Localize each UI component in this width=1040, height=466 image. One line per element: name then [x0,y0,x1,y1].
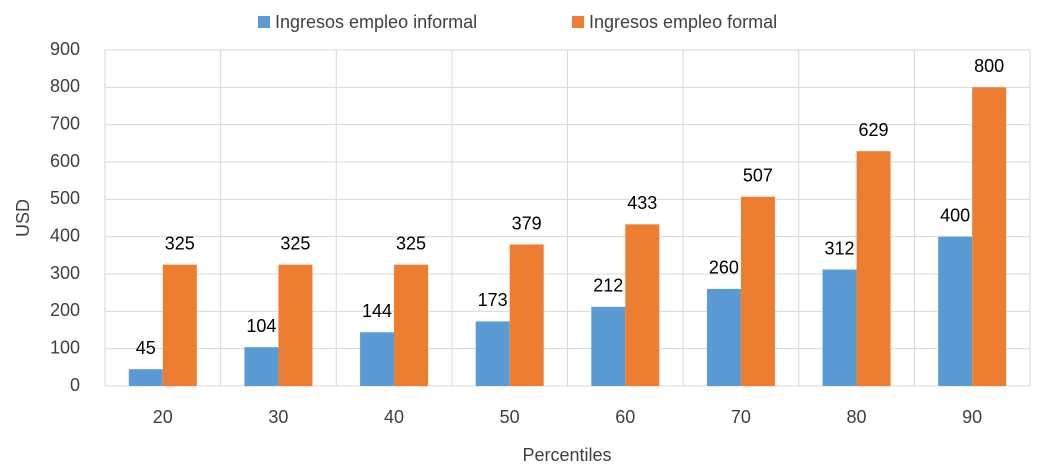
y-tick-label: 700 [50,113,80,133]
x-tick-label: 90 [962,407,982,427]
y-tick-label: 800 [50,76,80,96]
bar [591,306,626,386]
data-label: 629 [859,120,889,140]
data-label: 400 [940,205,970,225]
data-label: 325 [165,233,195,253]
bar [740,196,775,386]
bar [475,321,510,386]
data-label: 104 [246,316,276,336]
bar [509,244,544,386]
bar [706,288,741,386]
data-label: 433 [627,193,657,213]
bar [162,264,197,386]
bar [625,224,660,386]
x-tick-label: 60 [615,407,635,427]
legend-label: Ingresos empleo formal [589,12,777,32]
bar [972,87,1007,386]
x-tick-label: 20 [153,407,173,427]
data-label: 260 [709,258,739,278]
bar [278,264,313,386]
data-label: 173 [478,290,508,310]
bar [244,347,279,386]
bar [394,264,429,386]
bar [938,236,973,386]
x-tick-label: 30 [268,407,288,427]
y-tick-label: 200 [50,300,80,320]
data-label: 144 [362,301,392,321]
data-label: 507 [743,165,773,185]
y-tick-label: 500 [50,188,80,208]
data-label: 212 [593,276,623,296]
y-tick-label: 100 [50,337,80,357]
x-tick-label: 40 [384,407,404,427]
y-tick-label: 0 [70,375,80,395]
x-tick-label: 70 [731,407,751,427]
x-axis-label: Percentiles [522,445,611,465]
y-tick-label: 900 [50,39,80,59]
bar [360,332,395,386]
bar [856,151,891,386]
data-label: 45 [136,338,156,358]
y-tick-label: 400 [50,225,80,245]
data-label: 325 [280,233,310,253]
data-label: 379 [512,213,542,233]
x-tick-label: 80 [847,407,867,427]
legend-swatch [258,16,270,28]
bar [128,369,163,386]
x-tick-label: 50 [500,407,520,427]
bar [822,269,857,386]
legend-swatch [572,16,584,28]
y-tick-label: 300 [50,263,80,283]
y-axis-label: USD [13,199,33,237]
data-label: 325 [396,233,426,253]
y-tick-label: 600 [50,151,80,171]
data-label: 800 [974,56,1004,76]
data-label: 312 [825,238,855,258]
legend-label: Ingresos empleo informal [275,12,477,32]
